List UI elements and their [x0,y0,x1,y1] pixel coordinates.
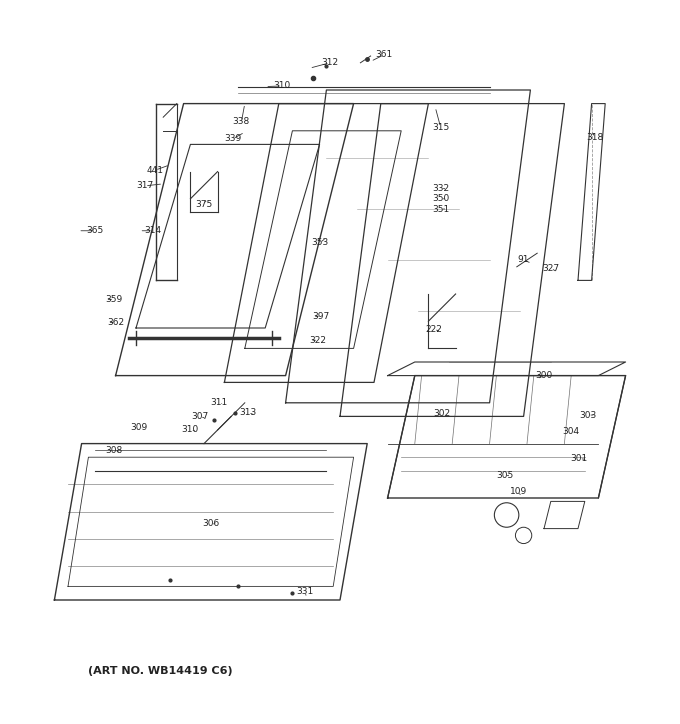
Text: 361: 361 [375,50,393,59]
Text: 318: 318 [586,133,604,142]
Text: 310: 310 [273,81,291,90]
Text: 331: 331 [296,587,313,597]
Text: 309: 309 [131,423,148,432]
Text: 304: 304 [562,427,580,436]
Text: 302: 302 [433,408,451,418]
Text: 305: 305 [496,471,513,480]
Text: 322: 322 [310,336,326,345]
Text: 359: 359 [105,295,123,304]
Text: 109: 109 [509,487,527,496]
Text: 303: 303 [579,411,597,419]
Text: 222: 222 [426,325,442,334]
Text: 375: 375 [195,200,213,209]
Text: 306: 306 [202,519,220,529]
Text: 353: 353 [311,238,328,248]
Text: 327: 327 [542,264,560,273]
Text: 308: 308 [105,446,123,455]
Text: 315: 315 [432,123,449,132]
Text: 310: 310 [182,426,199,434]
Text: (ART NO. WB14419 C6): (ART NO. WB14419 C6) [88,666,233,676]
Text: 312: 312 [321,59,339,67]
Text: 311: 311 [210,398,228,408]
Text: 314: 314 [144,227,162,235]
Text: 317: 317 [136,182,154,190]
Text: 338: 338 [233,117,250,127]
Text: 307: 307 [191,412,209,421]
Text: 350: 350 [432,194,449,203]
Text: 91: 91 [518,256,529,264]
Text: 441: 441 [147,166,163,174]
Text: 397: 397 [312,312,330,321]
Text: 365: 365 [86,227,104,235]
Text: 313: 313 [239,408,257,417]
Text: 351: 351 [432,204,449,214]
Text: 300: 300 [535,371,553,380]
Text: 301: 301 [571,454,588,463]
Text: 332: 332 [432,184,449,193]
Text: 339: 339 [224,135,241,143]
Text: 362: 362 [107,318,124,327]
